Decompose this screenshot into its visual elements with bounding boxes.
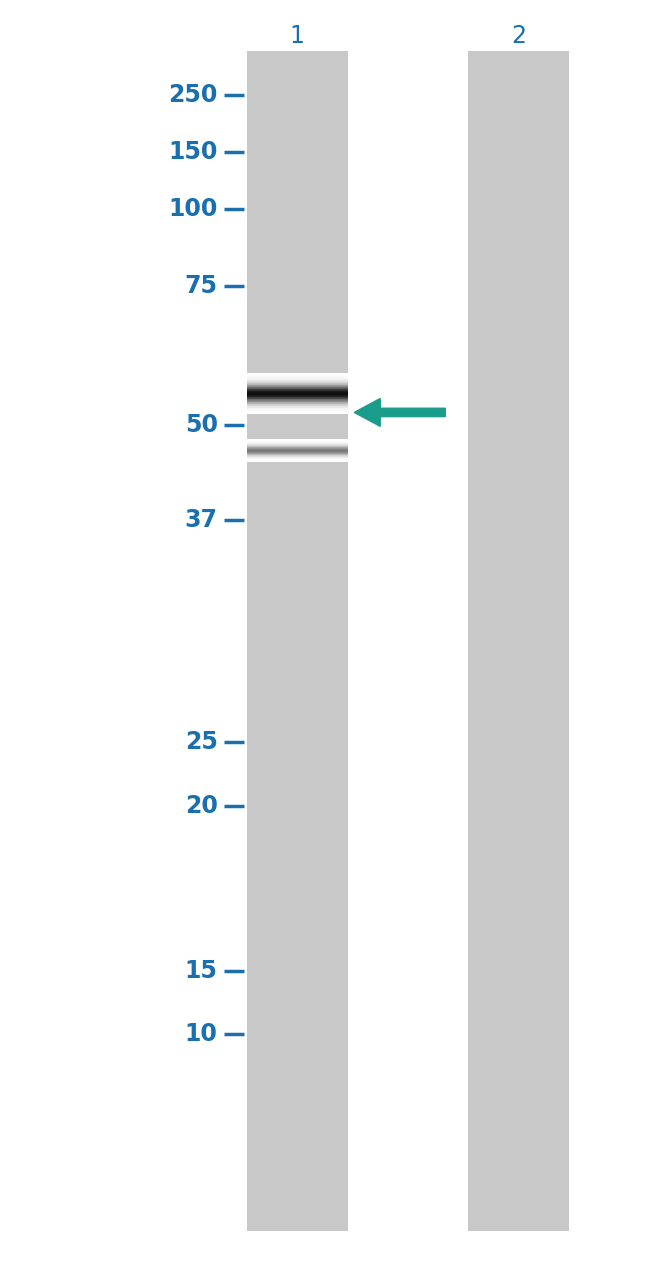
Text: 25: 25 [185, 731, 218, 754]
Text: 75: 75 [185, 274, 218, 297]
Text: 150: 150 [168, 141, 218, 164]
Text: 20: 20 [185, 794, 218, 817]
Bar [468, 51, 569, 1231]
Text: 1: 1 [290, 24, 305, 47]
Text: 250: 250 [168, 84, 218, 107]
Text: 10: 10 [185, 1023, 218, 1046]
Bar [247, 51, 348, 1231]
Text: 37: 37 [185, 509, 218, 532]
FancyArrow shape [354, 398, 445, 426]
Text: 100: 100 [168, 198, 218, 221]
Text: 2: 2 [511, 24, 526, 47]
Text: 15: 15 [185, 959, 218, 982]
Text: 50: 50 [185, 414, 218, 437]
